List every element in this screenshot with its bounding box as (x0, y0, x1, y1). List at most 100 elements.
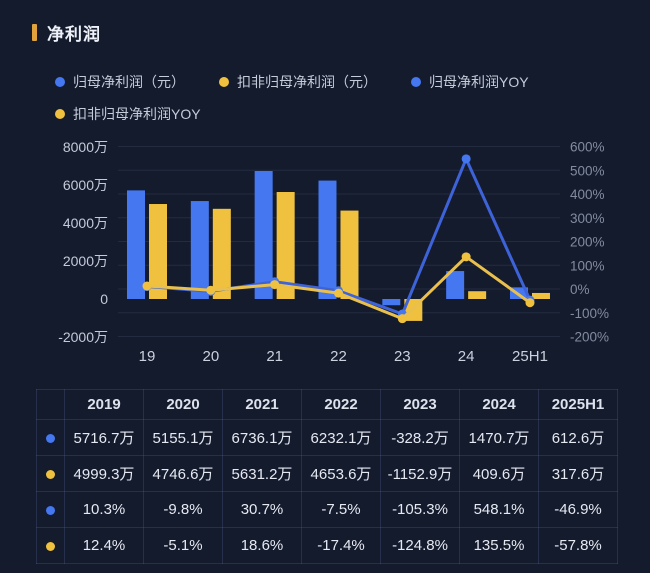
table-header-cell: 2021 (222, 389, 302, 420)
legend-row: 归母净利润（元） 扣非归母净利润（元） 归母净利润YOY (55, 72, 529, 92)
net-profit-yoy-point[interactable] (461, 154, 471, 164)
right-axis-tick: 400% (570, 187, 605, 202)
table-cell: 1470.7万 (459, 419, 539, 456)
table-cell: 4653.6万 (301, 455, 381, 492)
table-cell: 10.3% (64, 491, 144, 528)
legend-dot-icon (411, 77, 421, 87)
bar-net-profit[interactable] (382, 299, 401, 306)
left-axis-tick: 6000万 (63, 177, 108, 193)
table-row: 4999.3万 4746.6万 5631.2万 4653.6万 -1152.9万 409.… (36, 455, 618, 492)
x-axis-label: 23 (394, 348, 411, 365)
right-axis-tick: 100% (570, 258, 605, 273)
legend-item-label: 归母净利润YOY (429, 74, 529, 90)
x-axis-label: 19 (139, 348, 156, 365)
table-cell: 317.6万 (538, 455, 618, 492)
legend-item[interactable]: 归母净利润YOY (411, 72, 529, 92)
table-header-cell: 2019 (64, 389, 144, 420)
x-axis-label: 25H1 (512, 348, 548, 365)
table-cell: -46.9% (538, 491, 618, 528)
title-accent-bar (32, 24, 37, 41)
left-axis-tick: -2000万 (58, 329, 108, 345)
table-header-cell: 2020 (143, 389, 223, 420)
table-cell: 6736.1万 (222, 419, 302, 456)
left-axis-tick: 8000万 (63, 139, 108, 155)
right-axis-tick: -200% (570, 330, 609, 345)
page-title: 净利润 (47, 25, 101, 44)
table-header-cell: 2025H1 (538, 389, 618, 420)
series-dot-icon (46, 541, 55, 551)
legend-dot-icon (219, 77, 229, 87)
bar-deducted-net-profit[interactable] (212, 208, 231, 299)
table-cell: 6232.1万 (301, 419, 381, 456)
table-cell: -1152.9万 (380, 455, 460, 492)
legend-item-label: 扣非归母净利润YOY (73, 106, 201, 122)
legend-row: 扣非归母净利润YOY (55, 104, 529, 124)
right-axis-tick: 200% (570, 235, 605, 250)
bar-net-profit[interactable] (318, 180, 337, 299)
table-cell: -328.2万 (380, 419, 460, 456)
table-cell: 30.7% (222, 491, 302, 528)
table-row: 12.4% -5.1% 18.6% -17.4% -124.8% 135.5% -57.8% (36, 527, 618, 564)
legend-item[interactable]: 归母净利润（元） (55, 72, 185, 92)
deducted-net-profit-yoy-point[interactable] (461, 252, 471, 262)
table-cell: -124.8% (380, 527, 460, 564)
financial-table: 2019 2020 2021 2022 2023 2024 2025H1 5716.7万 51… (36, 389, 618, 564)
deducted-net-profit-yoy-point[interactable] (333, 288, 343, 298)
table-cell: 12.4% (64, 527, 144, 564)
table-cell: 18.6% (222, 527, 302, 564)
right-axis-tick: -100% (570, 306, 609, 321)
series-dot-cell (36, 491, 65, 528)
table-cell: -17.4% (301, 527, 381, 564)
deducted-net-profit-yoy-point[interactable] (142, 281, 152, 291)
left-axis-tick: 2000万 (63, 253, 108, 269)
bar-deducted-net-profit[interactable] (531, 292, 550, 299)
legend-dot-icon (55, 77, 65, 87)
bar-deducted-net-profit[interactable] (340, 210, 359, 299)
table-header-cell: 2022 (301, 389, 381, 420)
table-cell: 135.5% (459, 527, 539, 564)
bar-net-profit[interactable] (127, 190, 145, 299)
series-dot-icon (46, 433, 55, 443)
table-header-row: 2019 2020 2021 2022 2023 2024 2025H1 (36, 389, 618, 420)
table-cell: -7.5% (301, 491, 381, 528)
legend-item[interactable]: 扣非归母净利润YOY (55, 104, 201, 124)
bar-deducted-net-profit[interactable] (149, 204, 167, 299)
x-axis-label: 21 (266, 348, 283, 365)
bar-net-profit[interactable] (254, 171, 273, 299)
legend-item-label: 扣非归母净利润（元） (237, 74, 377, 90)
deducted-net-profit-yoy-point[interactable] (525, 298, 535, 308)
left-axis-tick: 0 (100, 291, 108, 307)
deducted-net-profit-yoy-point[interactable] (270, 280, 280, 290)
series-dot-cell (36, 527, 65, 564)
table-header-dot-col (36, 389, 65, 420)
table-cell: 5155.1万 (143, 419, 223, 456)
financial-table-wrap: 2019 2020 2021 2022 2023 2024 2025H1 5716.7万 51… (36, 389, 618, 564)
bar-deducted-net-profit[interactable] (276, 192, 295, 299)
table-cell: 4746.6万 (143, 455, 223, 492)
right-axis-tick: 0% (570, 282, 590, 297)
table-header-cell: 2023 (380, 389, 460, 420)
bar-deducted-net-profit[interactable] (468, 291, 487, 299)
table-cell: -5.1% (143, 527, 223, 564)
bar-net-profit[interactable] (446, 271, 465, 299)
table-cell: 4999.3万 (64, 455, 144, 492)
table-body: 5716.7万 5155.1万 6736.1万 6232.1万 -328.2万 1470.… (36, 419, 618, 564)
deducted-net-profit-yoy-point[interactable] (397, 314, 407, 324)
legend-dot-icon (55, 109, 65, 119)
table-cell: -9.8% (143, 491, 223, 528)
table-cell: 5716.7万 (64, 419, 144, 456)
x-axis-label: 24 (458, 348, 475, 365)
right-axis-tick: 300% (570, 211, 605, 226)
deducted-net-profit-yoy-point[interactable] (206, 285, 216, 295)
table-cell: -105.3% (380, 491, 460, 528)
profit-chart[interactable]: 8000万 6000万 4000万 2000万 0 -2000万 600% 500% 400% 3… (0, 132, 650, 382)
table-head: 2019 2020 2021 2022 2023 2024 2025H1 (36, 389, 618, 420)
legend-item[interactable]: 扣非归母净利润（元） (219, 72, 377, 92)
right-axis-tick: 500% (570, 163, 605, 178)
series-dot-icon (46, 469, 55, 479)
table-row: 5716.7万 5155.1万 6736.1万 6232.1万 -328.2万 1470.… (36, 419, 618, 456)
section-header: 净利润 (32, 20, 101, 45)
bar-net-profit[interactable] (190, 201, 209, 299)
right-axis-tick: 600% (570, 140, 605, 155)
